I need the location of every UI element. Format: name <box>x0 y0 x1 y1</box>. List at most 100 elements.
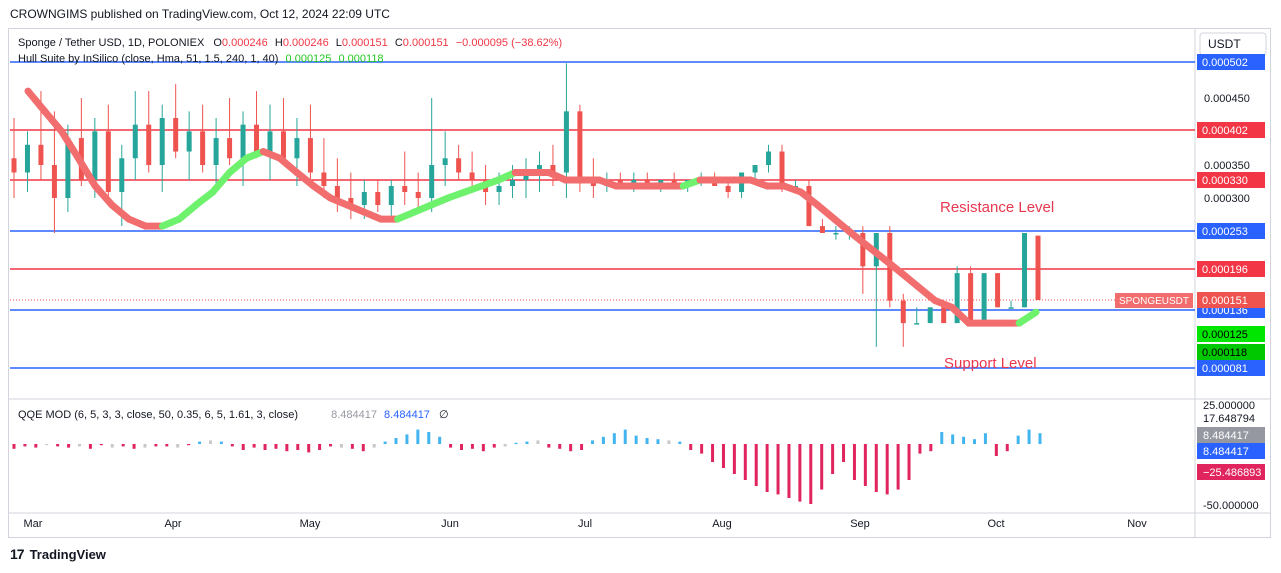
qqe-bar <box>601 436 605 444</box>
qqe-bar <box>732 444 736 474</box>
level-tag-bg <box>1197 54 1265 70</box>
qqe-bar <box>700 444 704 454</box>
qqe-bar <box>525 441 529 444</box>
qqe-bar <box>962 436 966 444</box>
candle-body <box>227 138 233 159</box>
hull-segment <box>74 154 99 190</box>
hull-segment <box>24 87 49 115</box>
hull-segment <box>108 201 133 223</box>
qqe-bar <box>350 444 354 449</box>
resistance-annotation: Resistance Level <box>940 199 1054 216</box>
qqe-bar <box>590 440 594 444</box>
candle-body <box>402 186 408 192</box>
qqe-bar <box>460 444 464 450</box>
time-tick: Mar <box>24 518 43 530</box>
footer-brand-text: TradingView <box>29 546 106 562</box>
qqe-bar <box>405 434 409 444</box>
qqe-bar <box>143 444 147 448</box>
candle-body <box>806 186 812 227</box>
qqe-bar <box>12 444 16 449</box>
candle-body <box>24 144 30 173</box>
qqe-bar <box>623 429 627 444</box>
candle-body <box>927 307 933 324</box>
qqe-tag-bg <box>1197 427 1265 443</box>
candle-body <box>186 131 192 152</box>
candle-body <box>105 131 111 192</box>
qqe-bar <box>427 432 431 444</box>
candle-body <box>550 165 556 173</box>
time-tick: Nov <box>1127 518 1147 530</box>
qqe-value-2: 8.484417 <box>384 409 430 421</box>
qqe-bar <box>547 444 551 448</box>
candle-body <box>429 165 435 198</box>
candle-body <box>240 124 246 159</box>
candle-body <box>456 158 462 173</box>
qqe-tag-bg <box>1197 464 1265 480</box>
candle-body <box>321 172 327 186</box>
qqe-bar <box>329 444 333 447</box>
candle-body <box>442 158 448 165</box>
hull-segment <box>58 127 82 162</box>
candle-body <box>348 198 354 206</box>
qqe-bar <box>885 444 889 495</box>
hull-segment <box>293 169 318 190</box>
qqe-bar <box>252 444 256 448</box>
qqe-bar <box>711 444 715 462</box>
symbol-tag: SPONGEUSDT <box>1119 296 1189 307</box>
currency-label: USDT <box>1208 37 1241 51</box>
hull-tag-label: 0.000125 <box>1202 329 1248 341</box>
legend-o-label: O <box>213 37 222 49</box>
candle-body <box>995 273 1001 308</box>
qqe-bar <box>56 444 60 447</box>
qqe-bar <box>820 444 824 490</box>
candle-body <box>833 233 839 235</box>
symbol-tag-bg <box>1115 293 1193 308</box>
qqe-bar <box>940 432 944 444</box>
qqe-tag-bg <box>1197 443 1265 459</box>
qqe-bar <box>896 444 900 490</box>
candle-body <box>981 273 987 324</box>
qqe-bar <box>187 444 191 446</box>
qqe-bar <box>198 441 202 444</box>
legend-l-value: 0.000151 <box>342 37 388 49</box>
qqe-title: QQE MOD (6, 5, 3, 3, close, 50, 0.35, 6,… <box>18 409 298 421</box>
candle-body <box>941 307 947 324</box>
candle-body <box>954 273 960 324</box>
level-tag-label: 0.000502 <box>1202 57 1248 69</box>
qqe-bar <box>165 444 169 447</box>
qqe-bar <box>230 444 234 447</box>
hull-tag-bg <box>1197 344 1265 360</box>
hull-segment <box>881 256 906 277</box>
qqe-axis-label: 17.648794 <box>1203 413 1255 425</box>
qqe-bar <box>132 444 136 449</box>
qqe-bar <box>809 444 813 504</box>
candle-body <box>496 186 502 192</box>
candle-body <box>469 172 475 180</box>
qqe-bar <box>449 444 453 448</box>
legend-c-value: 0.000151 <box>403 37 449 49</box>
qqe-bar <box>176 444 180 448</box>
qqe-bar <box>831 444 835 474</box>
hull-segment <box>830 215 855 237</box>
qqe-bar <box>656 439 660 444</box>
hull-segment <box>226 154 250 176</box>
qqe-bar <box>536 440 540 444</box>
candle-body <box>173 118 179 152</box>
publish-info: CROWNGIMS published on TradingView.com, … <box>10 7 390 21</box>
candle-body <box>914 323 920 325</box>
level-tag-bg <box>1197 223 1265 239</box>
candle-body <box>294 138 300 159</box>
price-tick: 0.000300 <box>1204 193 1250 205</box>
candle-body <box>51 165 57 198</box>
qqe-bar <box>1005 444 1009 452</box>
candle-body <box>267 131 273 152</box>
legend-line-2: Hull Suite by InSilico (close, Hma, 51, … <box>18 53 384 65</box>
candle-body <box>159 118 165 165</box>
candle-body <box>92 131 98 180</box>
hull-segment <box>864 242 889 264</box>
candle-body <box>307 138 313 173</box>
qqe-bar <box>667 440 671 444</box>
level-tag-label: 0.000253 <box>1202 226 1248 238</box>
qqe-value-1: 8.484417 <box>331 409 377 421</box>
